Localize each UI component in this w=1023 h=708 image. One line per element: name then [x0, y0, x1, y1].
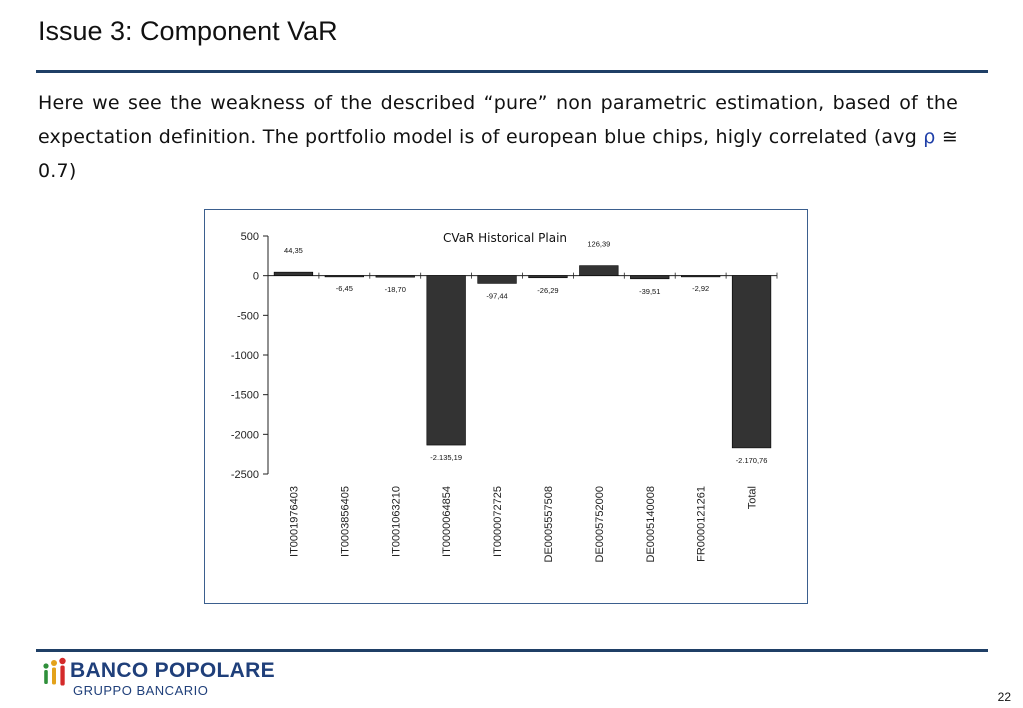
- y-tick-label: 0: [253, 271, 259, 283]
- data-label: -18,70: [385, 285, 406, 294]
- y-tick-label: -500: [237, 310, 259, 322]
- body-text-part-1: Here we see the weakness of the describe…: [38, 92, 958, 148]
- bar: [528, 275, 568, 279]
- x-category-label: IT0000064854: [441, 486, 453, 557]
- data-label: -2.135,19: [430, 453, 462, 462]
- x-category-label: DE0005752000: [594, 486, 606, 562]
- logo-figures-icon: [43, 657, 66, 686]
- data-label: -97,44: [486, 291, 507, 300]
- data-label: -2.170,76: [736, 456, 768, 465]
- bar: [273, 271, 314, 276]
- x-category-label: FR0000121261: [696, 486, 708, 562]
- y-tick-label: -1500: [231, 390, 259, 402]
- top-divider: [36, 70, 988, 73]
- bar: [731, 275, 772, 449]
- cvar-bar-chart: CVaR Historical Plain 500 0 -500 -1000 -1500 -…: [231, 231, 778, 562]
- logo-sub-text: GRUPPO BANCARIO: [73, 683, 209, 698]
- rho-symbol: ρ: [923, 126, 936, 148]
- bar: [324, 275, 364, 278]
- chart-title: CVaR Historical Plain: [443, 231, 567, 245]
- x-category-label: IT0001976403: [288, 486, 300, 557]
- y-tick-label: 500: [241, 231, 259, 243]
- bottom-divider: [36, 649, 988, 652]
- y-tick-label: -2500: [231, 469, 259, 481]
- bar: [477, 275, 517, 284]
- data-label: -26,29: [537, 286, 558, 295]
- data-label: -6,45: [336, 284, 353, 293]
- y-tick-label: -1000: [231, 350, 259, 362]
- x-category-label: Total: [747, 486, 759, 509]
- banco-popolare-logo: BANCO POPOLARE GRUPPO BANCARIO: [40, 657, 320, 703]
- x-category-label: IT0001063210: [390, 486, 402, 557]
- chart-frame: CVaR Historical Plain 500 0 -500 -1000 -1500 -…: [204, 209, 808, 604]
- slide-body-text: Here we see the weakness of the describe…: [38, 86, 958, 188]
- body-text-part-2: ≅ 0.7): [38, 126, 958, 182]
- data-label: 44,35: [284, 246, 303, 255]
- x-category-label: IT0000072725: [492, 486, 504, 557]
- bar: [681, 275, 721, 278]
- page-number: 22: [997, 690, 1011, 704]
- data-label: 126,39: [587, 240, 610, 249]
- bar: [579, 265, 619, 276]
- bar: [375, 275, 415, 278]
- x-category-label: IT0003856405: [339, 486, 351, 557]
- slide-title: Issue 3: Component VaR: [38, 16, 338, 46]
- logo-main-text: BANCO POPOLARE: [70, 659, 275, 682]
- bar: [426, 275, 466, 446]
- x-category-label: DE0005557508: [543, 486, 555, 562]
- data-label: -2,92: [692, 284, 709, 293]
- x-category-label: DE0005140008: [645, 486, 657, 562]
- data-label: -39,51: [639, 287, 660, 296]
- y-tick-label: -2000: [231, 429, 259, 441]
- bar: [630, 275, 670, 280]
